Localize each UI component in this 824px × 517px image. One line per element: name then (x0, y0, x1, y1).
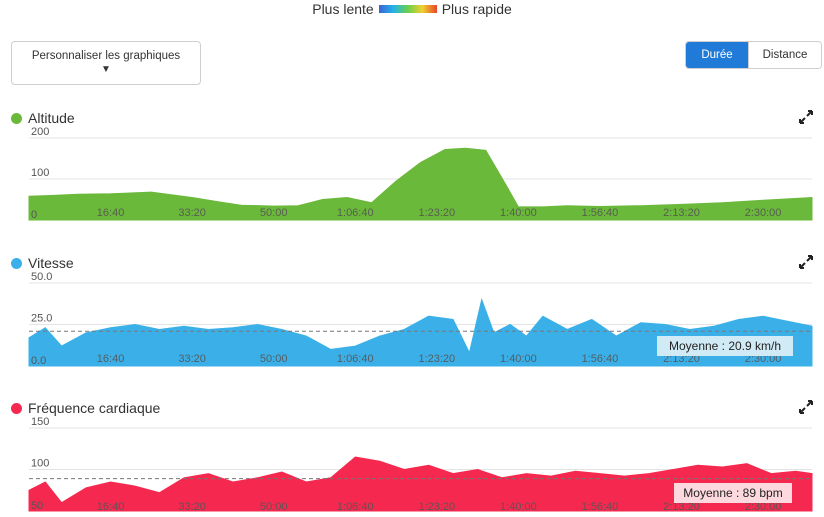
speed-title: Vitesse (28, 255, 74, 271)
heart-rate-dot-icon (11, 402, 22, 414)
axis-mode-toggle: Durée Distance (685, 41, 822, 69)
x-tick-label: 1:06:40 (337, 353, 374, 365)
x-tick-label: 50:00 (260, 353, 288, 365)
x-tick-label: 1:23:20 (418, 501, 455, 513)
x-tick-label: 1:56:40 (582, 353, 619, 365)
expand-icon[interactable] (799, 110, 813, 124)
y-tick-label: 100 (31, 167, 49, 179)
expand-icon[interactable] (799, 400, 813, 414)
average-label-bg (674, 483, 792, 503)
x-tick-label: 1:23:20 (418, 207, 455, 219)
y-tick-label: 0 (31, 209, 37, 221)
altitude-dot-icon (11, 112, 22, 124)
y-tick-label: 50.0 (31, 271, 52, 283)
customize-charts-label: Personnaliser les graphiques (31, 50, 181, 62)
x-tick-label: 1:56:40 (582, 501, 619, 513)
x-tick-label: 16:40 (97, 353, 125, 365)
x-tick-label: 1:40:00 (500, 353, 537, 365)
y-tick-label: 25.0 (31, 313, 52, 325)
legend-slower-label: Plus lente (312, 1, 374, 17)
altitude-chart-header: Altitude (11, 110, 75, 126)
x-tick-label: 33:20 (178, 501, 206, 513)
y-tick-label: 200 (31, 126, 49, 138)
expand-icon[interactable] (799, 255, 813, 269)
x-tick-label: 16:40 (97, 207, 125, 219)
speed-dot-icon (11, 257, 22, 269)
series-area (28, 297, 813, 367)
altitude-title: Altitude (28, 110, 75, 126)
x-tick-label: 2:13:20 (663, 207, 700, 219)
distance-toggle-button[interactable]: Distance (748, 42, 821, 68)
x-tick-label: 1:40:00 (500, 501, 537, 513)
x-tick-label: 2:30:00 (745, 501, 782, 513)
caret-down-icon: ▼ (101, 64, 111, 75)
x-tick-label: 1:23:20 (418, 353, 455, 365)
average-label-bg (657, 336, 793, 356)
series-area (28, 147, 813, 221)
speed-chart-header: Vitesse (11, 255, 74, 271)
x-tick-label: 50:00 (260, 501, 288, 513)
speed-chart: 16:40 33:20 50:00 1:06:40 1:23:20 1:40:00 1:56… (28, 271, 813, 367)
y-tick-label: 150 (31, 416, 49, 428)
x-tick-label: 1:40:00 (500, 207, 537, 219)
average-label: Moyenne : 89 bpm (683, 486, 782, 500)
speed-gradient-swatch (378, 5, 437, 13)
average-label: Moyenne : 20.9 km/h (669, 339, 781, 353)
y-tick-label: 50 (31, 500, 43, 512)
series-area (28, 456, 813, 512)
x-tick-label: 2:30:00 (745, 207, 782, 219)
speed-legend: Plus lente Plus rapide (0, 0, 824, 18)
customize-charts-button[interactable]: Personnaliser les graphiques ▼ (11, 41, 201, 85)
y-tick-label: 0.0 (31, 355, 46, 367)
x-tick-label: 1:06:40 (337, 207, 374, 219)
x-tick-label: 16:40 (97, 501, 125, 513)
duration-toggle-button[interactable]: Durée (686, 42, 748, 68)
x-tick-label: 1:56:40 (582, 207, 619, 219)
x-tick-label: 33:20 (178, 353, 206, 365)
heart-rate-chart-header: Fréquence cardiaque (11, 400, 160, 416)
y-tick-label: 100 (31, 458, 49, 470)
altitude-chart: 16:40 33:20 50:00 1:06:40 1:23:20 1:40:00 1:56… (28, 126, 813, 221)
heart-rate-chart: 16:40 33:20 50:00 1:06:40 1:23:20 1:40:00 1:56… (28, 416, 813, 513)
x-tick-label: 1:06:40 (337, 501, 374, 513)
heart-rate-title: Fréquence cardiaque (28, 400, 161, 416)
x-tick-label: 33:20 (178, 207, 206, 219)
legend-faster-label: Plus rapide (441, 1, 512, 17)
x-tick-label: 50:00 (260, 207, 288, 219)
x-tick-label: 2:13:20 (663, 501, 700, 513)
